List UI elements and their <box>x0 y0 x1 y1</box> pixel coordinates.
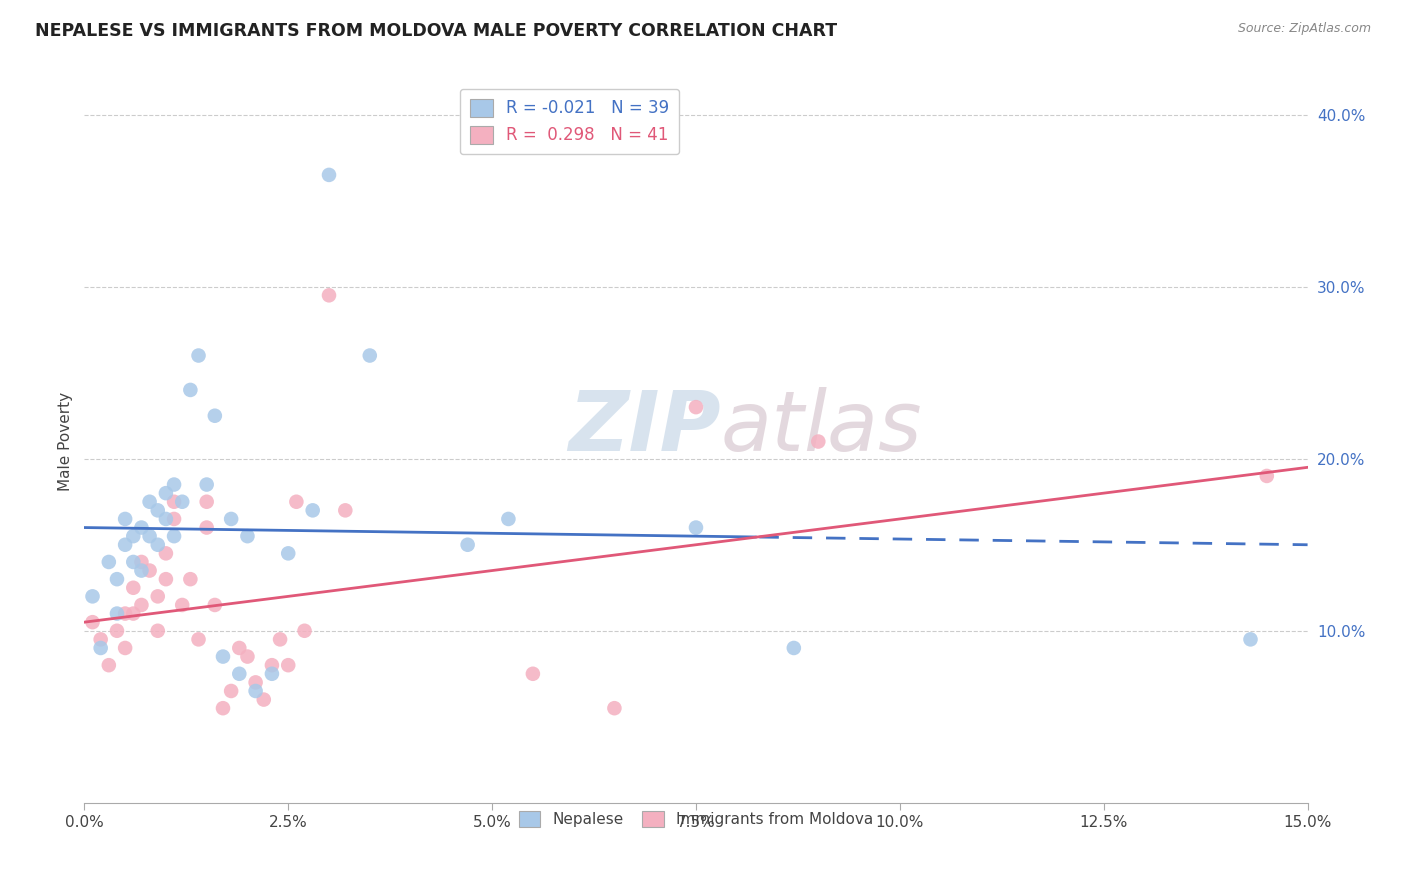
Point <box>179 383 201 397</box>
Point <box>269 632 291 647</box>
Point <box>228 640 250 655</box>
Point <box>457 538 479 552</box>
Point <box>179 572 201 586</box>
Point <box>212 701 235 715</box>
Point <box>212 649 235 664</box>
Point <box>245 684 267 698</box>
Point <box>146 538 169 552</box>
Text: NEPALESE VS IMMIGRANTS FROM MOLDOVA MALE POVERTY CORRELATION CHART: NEPALESE VS IMMIGRANTS FROM MOLDOVA MALE… <box>35 22 838 40</box>
Point <box>172 598 194 612</box>
Point <box>90 632 112 647</box>
Point <box>114 640 136 655</box>
Point <box>155 572 177 586</box>
Point <box>138 529 160 543</box>
Point <box>335 503 357 517</box>
Point <box>359 349 381 363</box>
Point <box>204 409 226 423</box>
Point <box>195 477 218 491</box>
Point <box>163 477 186 491</box>
Point <box>277 546 299 560</box>
Legend: Nepalese, Immigrants from Moldova: Nepalese, Immigrants from Moldova <box>512 804 880 835</box>
Point <box>187 349 209 363</box>
Point <box>285 494 308 508</box>
Point <box>105 607 128 621</box>
Point <box>122 581 145 595</box>
Point <box>1239 632 1261 647</box>
Point <box>82 615 104 630</box>
Point <box>122 529 145 543</box>
Point <box>105 624 128 638</box>
Point <box>301 503 323 517</box>
Point <box>131 555 153 569</box>
Text: Source: ZipAtlas.com: Source: ZipAtlas.com <box>1237 22 1371 36</box>
Point <box>603 701 626 715</box>
Point <box>155 512 177 526</box>
Point <box>685 520 707 534</box>
Point <box>163 494 186 508</box>
Point <box>122 607 145 621</box>
Point <box>90 640 112 655</box>
Y-axis label: Male Poverty: Male Poverty <box>58 392 73 491</box>
Point <box>195 520 218 534</box>
Point <box>114 607 136 621</box>
Point <box>318 168 340 182</box>
Point <box>498 512 520 526</box>
Point <box>294 624 316 638</box>
Point <box>131 598 153 612</box>
Point <box>114 538 136 552</box>
Point <box>97 658 120 673</box>
Point <box>1256 469 1278 483</box>
Point <box>236 529 259 543</box>
Point <box>105 572 128 586</box>
Point <box>97 555 120 569</box>
Point <box>219 684 242 698</box>
Point <box>122 555 145 569</box>
Point <box>163 529 186 543</box>
Point <box>318 288 340 302</box>
Point <box>685 400 707 414</box>
Point <box>522 666 544 681</box>
Point <box>114 512 136 526</box>
Point <box>195 494 218 508</box>
Point <box>204 598 226 612</box>
Point <box>245 675 267 690</box>
Point <box>260 658 283 673</box>
Point <box>260 666 283 681</box>
Point <box>155 486 177 500</box>
Point <box>172 494 194 508</box>
Point <box>146 590 169 604</box>
Point <box>146 503 169 517</box>
Point <box>163 512 186 526</box>
Point <box>807 434 830 449</box>
Text: ZIP: ZIP <box>568 386 720 467</box>
Point <box>219 512 242 526</box>
Point <box>138 494 160 508</box>
Point <box>131 520 153 534</box>
Point <box>187 632 209 647</box>
Point <box>155 546 177 560</box>
Point <box>131 564 153 578</box>
Point <box>228 666 250 681</box>
Text: atlas: atlas <box>720 386 922 467</box>
Point <box>146 624 169 638</box>
Point <box>253 692 276 706</box>
Point <box>236 649 259 664</box>
Point <box>783 640 806 655</box>
Point <box>82 590 104 604</box>
Point <box>277 658 299 673</box>
Point <box>138 564 160 578</box>
